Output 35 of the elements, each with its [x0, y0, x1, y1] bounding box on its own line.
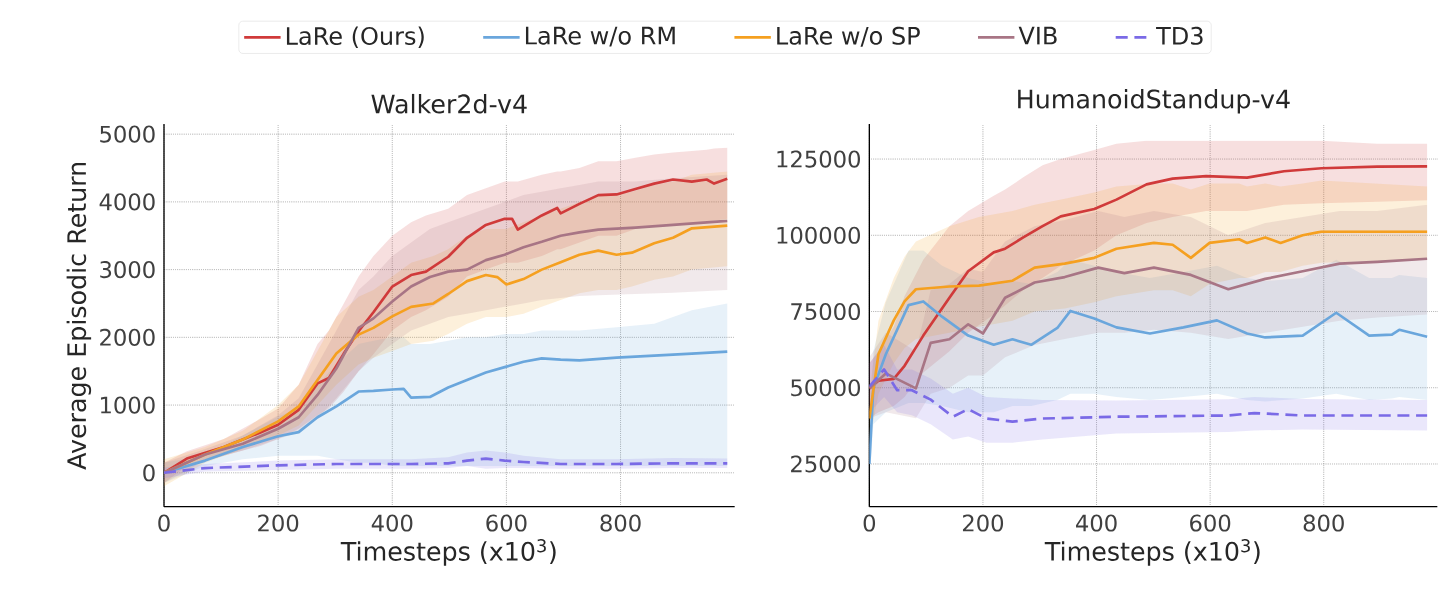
- y-tick-label: 0: [143, 464, 155, 482]
- line-series: [869, 257, 1429, 390]
- y-tick-label: 100000: [777, 226, 860, 244]
- x-tick-label: 800: [600, 514, 641, 532]
- y-tick-label: 25000: [791, 455, 860, 473]
- y-tick-label: 125000: [777, 150, 860, 168]
- x-tick-label: 400: [371, 514, 413, 532]
- legend-label: VIB: [1018, 26, 1057, 45]
- y-tick-label: 2000: [100, 328, 155, 346]
- y-axis-title: Average Episodic Return: [66, 162, 92, 470]
- y-tick-label: 3000: [100, 261, 155, 279]
- y-tick-label: 50000: [791, 379, 860, 397]
- line-series: [869, 300, 1429, 466]
- chart-title: HumanoidStandup-v4: [1018, 89, 1290, 114]
- x-tick-label: 0: [158, 514, 170, 532]
- legend-label: LaRe (Ours): [286, 26, 424, 48]
- y-tick-label: 75000: [791, 302, 860, 321]
- x-tick-label: 200: [258, 514, 299, 532]
- x-tick-label: 600: [1190, 514, 1231, 532]
- x-tick-label: 0: [863, 514, 876, 532]
- x-axis-title: Timesteps (x10$^{3}$): [340, 539, 556, 566]
- x-tick-label: 200: [962, 514, 1004, 532]
- x-tick-label: 600: [486, 514, 527, 532]
- x-tick-label: 800: [1303, 514, 1344, 532]
- legend-label: LaRe w/o SP: [777, 26, 920, 47]
- x-tick-label: 400: [1076, 514, 1117, 532]
- x-axis-title: Timesteps (x10$^{3}$): [1044, 539, 1260, 566]
- y-tick-label: 5000: [100, 125, 155, 143]
- legend-label: TD3: [1156, 26, 1203, 45]
- line-series: [869, 368, 1429, 423]
- legend-label: LaRe w/o RM: [525, 26, 675, 47]
- y-tick-label: 1000: [100, 396, 155, 414]
- y-tick-label: 4000: [99, 193, 155, 211]
- line-series: [164, 457, 729, 475]
- chart-title: Walker2d-v4: [371, 93, 527, 114]
